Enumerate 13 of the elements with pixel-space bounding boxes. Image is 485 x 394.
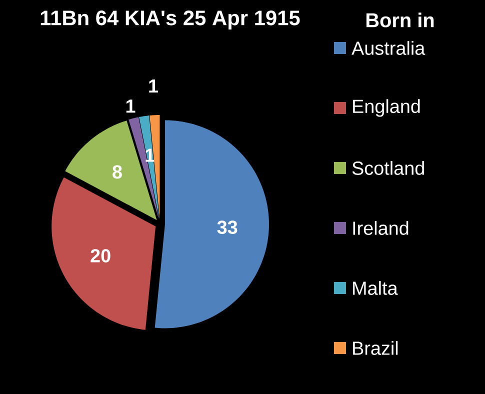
legend-label: Australia: [352, 41, 426, 55]
legend-label: Ireland: [353, 221, 408, 235]
legend-label: Brazil: [353, 341, 398, 355]
legend-label: Malta: [353, 281, 398, 295]
data-label: 1: [126, 100, 136, 113]
legend-title: Born in: [366, 12, 434, 28]
legend-label: England: [353, 99, 420, 117]
data-label: 20: [90, 249, 110, 262]
data-label: 8: [112, 165, 122, 179]
chart-title: 11Bn 64 KIA's 25 Apr 1915: [40, 10, 300, 30]
legend-label: Scotland: [352, 161, 424, 175]
data-label: 1: [149, 80, 158, 93]
data-label: 33: [217, 220, 238, 234]
